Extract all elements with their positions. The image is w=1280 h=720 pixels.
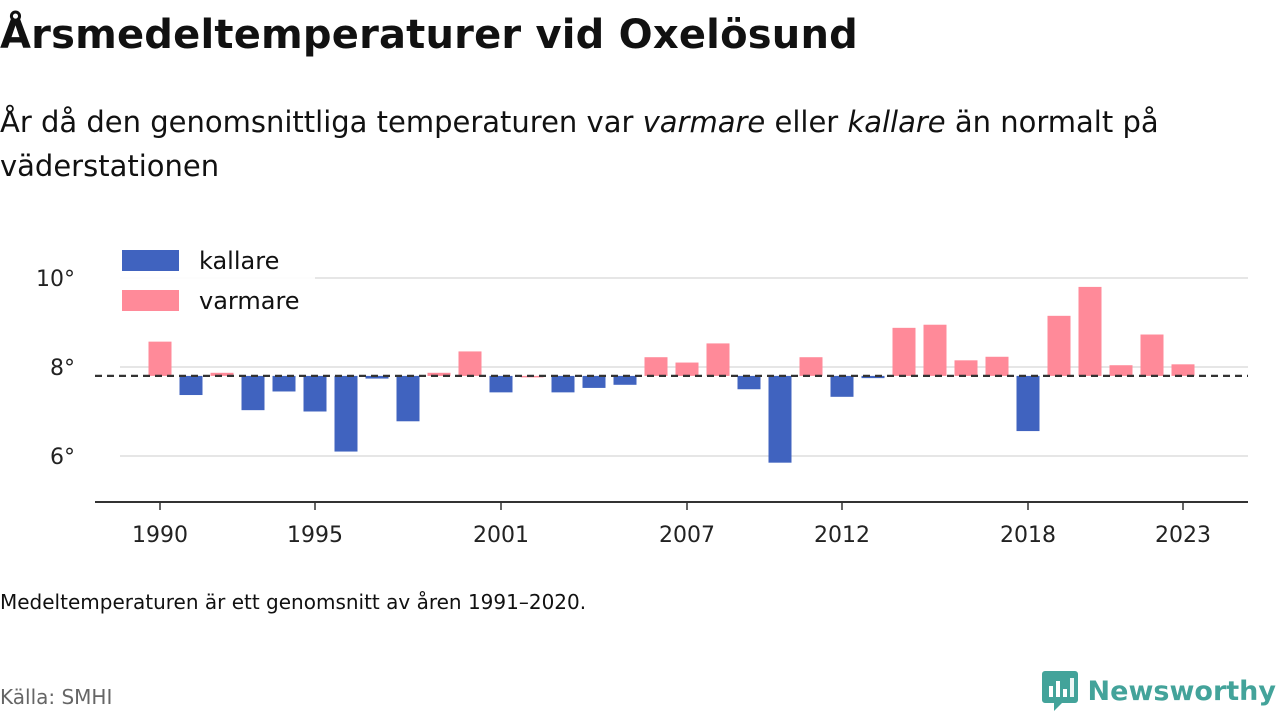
bar-1993	[241, 375, 265, 411]
footnote: Medeltemperaturen är ett genomsnitt av å…	[0, 590, 587, 614]
bar-2009	[737, 375, 761, 390]
bar-1999	[427, 372, 451, 376]
bar-2010	[768, 375, 792, 463]
bar-2006	[644, 357, 668, 376]
bar-2016	[954, 360, 978, 376]
bar-1996	[334, 375, 358, 452]
newsworthy-chart-bubble-icon	[1041, 671, 1078, 711]
bar-1998	[396, 375, 420, 422]
bar-2021	[1109, 365, 1133, 376]
bar-2008	[706, 343, 730, 376]
bar-1994	[272, 375, 296, 392]
x-tick-label: 2012	[814, 523, 870, 548]
bar-2003	[551, 375, 575, 393]
x-tick-label: 2023	[1155, 523, 1211, 548]
brand-name: Newsworthy	[1087, 675, 1276, 707]
x-tick-label: 1995	[287, 523, 343, 548]
y-tick-label: 10°	[36, 267, 75, 292]
subtitle-part2: eller	[765, 105, 848, 139]
brand-logo: Newsworthy	[1041, 670, 1276, 712]
bar-2013	[861, 375, 885, 379]
bar-2011	[799, 357, 823, 376]
bar-2015	[923, 324, 947, 376]
bar-2005	[613, 375, 637, 385]
bar-2012	[830, 375, 854, 397]
bar-2020	[1078, 286, 1102, 376]
legend-swatch-varmare	[122, 290, 179, 311]
subtitle-part1: År då den genomsnittliga temperaturen va…	[0, 105, 643, 139]
bar-1995	[303, 375, 327, 412]
bar-2023	[1171, 364, 1195, 376]
bar-2001	[489, 375, 513, 393]
subtitle-part3: än normalt på väderstationen	[0, 105, 1159, 183]
legend-swatch-kallare	[122, 250, 179, 271]
x-tick-label: 2001	[473, 523, 529, 548]
source-label: Källa: SMHI	[0, 685, 113, 709]
chart-subtitle: År då den genomsnittliga temperaturen va…	[0, 100, 1270, 188]
bar-1991	[179, 375, 203, 396]
bar-2017	[985, 356, 1009, 376]
bar-2018	[1016, 375, 1040, 432]
y-tick-label: 8°	[50, 356, 75, 381]
bar-chart: 6° 8° 10° 1990 1995 2001 2007 2012 2018 2023 kalla…	[36, 242, 1248, 548]
x-tick-label: 2007	[659, 523, 715, 548]
legend-label-varmare: varmare	[199, 287, 300, 315]
bar-2000	[458, 351, 482, 376]
chart-title: Årsmedeltemperaturer vid Oxelösund	[0, 12, 858, 58]
y-tick-label: 6°	[50, 445, 75, 470]
x-tick-label: 1990	[132, 523, 188, 548]
bar-2014	[892, 327, 916, 376]
bar-1992	[210, 372, 234, 376]
x-tick-label: 2018	[1000, 523, 1056, 548]
bar-2007	[675, 362, 699, 376]
bar-1990	[148, 341, 172, 376]
legend-label-kallare: kallare	[199, 247, 279, 275]
bar-2004	[582, 375, 606, 388]
bar-1997	[365, 375, 389, 379]
bar-2019	[1047, 315, 1071, 376]
subtitle-em-colder: kallare	[847, 105, 946, 139]
subtitle-em-warmer: varmare	[642, 105, 766, 139]
bar-2022	[1140, 334, 1164, 376]
